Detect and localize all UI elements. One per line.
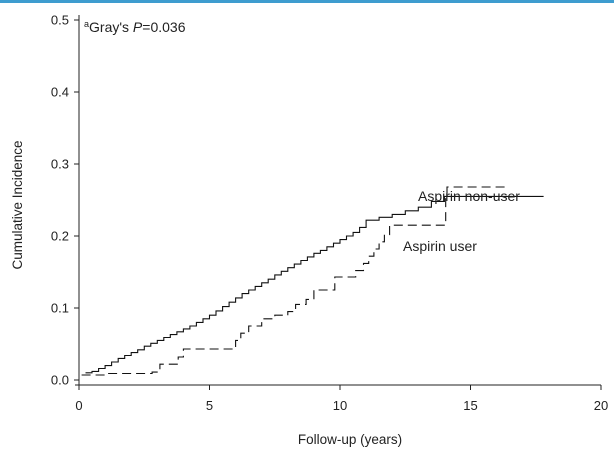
y-tick-label: 0.4 <box>51 85 69 100</box>
series-line-aspirin-user <box>81 186 510 376</box>
series-label-aspirin-user: Aspirin user <box>403 238 477 254</box>
y-tick-label: 0.3 <box>51 157 69 172</box>
y-axis-title: Cumulative Incidence <box>10 140 25 269</box>
series-label-aspirin-non-user: Aspirin non-user <box>418 188 520 204</box>
chart-labels: Follow-up (years) Cumulative Incidence Asp… <box>10 19 520 447</box>
top-rule <box>0 0 614 3</box>
annotation-superscript: a <box>84 19 89 29</box>
annotation-prefix: Gray's <box>89 19 133 35</box>
y-tick-label: 0.0 <box>51 373 69 388</box>
annotation-p-value: =0.036 <box>142 19 185 35</box>
y-tick-label: 0.2 <box>51 229 69 244</box>
x-tick-label: 0 <box>75 398 82 413</box>
x-tick-label: 15 <box>463 398 477 413</box>
chart-axes: 0.0 0.1 0.2 0.3 0.4 0.5 0 5 10 15 20 <box>51 13 608 414</box>
gray-test-annotation: aGray's P=0.036 <box>84 19 186 35</box>
x-axis-title: Follow-up (years) <box>298 432 402 447</box>
x-tick-label: 5 <box>206 398 213 413</box>
series-line-aspirin-non-user <box>85 195 544 374</box>
x-tick-label: 20 <box>594 398 608 413</box>
y-tick-label: 0.5 <box>51 13 69 28</box>
annotation-italic-p: P <box>133 19 143 35</box>
chart-series <box>81 186 544 376</box>
x-tick-label: 10 <box>333 398 347 413</box>
y-tick-label: 0.1 <box>51 301 69 316</box>
